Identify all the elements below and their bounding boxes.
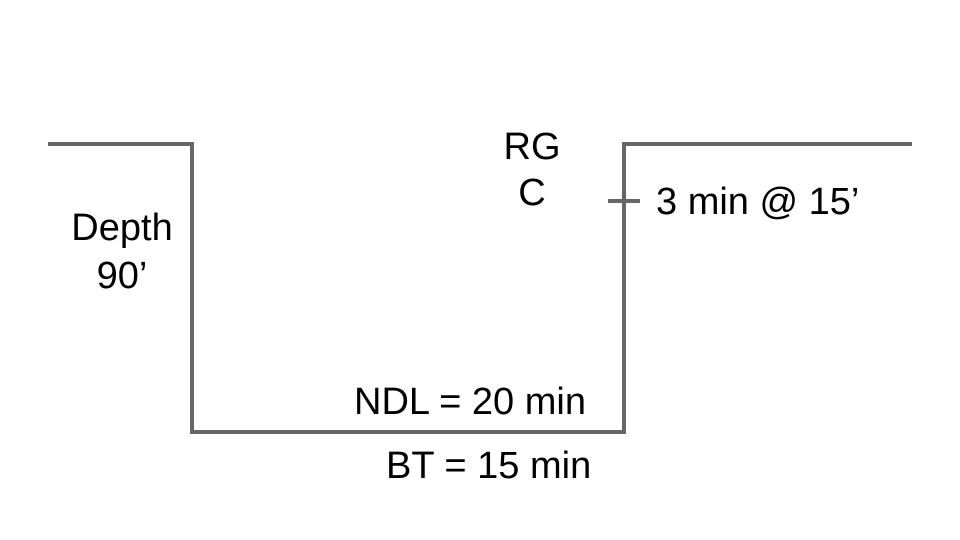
rg-value: C	[518, 172, 546, 214]
depth-label: Depth	[71, 207, 173, 249]
depth-value: 90’	[96, 255, 148, 297]
depth-annotation: Depth 90’	[52, 204, 192, 300]
bottom-time-label: BT = 15 min	[386, 445, 592, 487]
rg-label: RG	[503, 126, 561, 168]
safety-stop-label: 3 min @ 15’	[656, 181, 860, 223]
dive-profile-line	[48, 142, 912, 434]
ndl-label: NDL = 20 min	[354, 381, 586, 423]
repetitive-group-annotation: RG C	[482, 124, 582, 216]
